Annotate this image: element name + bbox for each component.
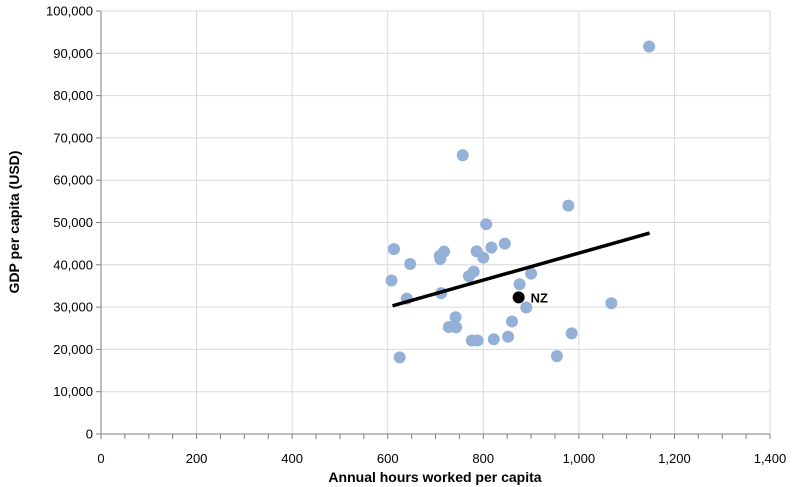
data-point — [502, 330, 515, 343]
data-point — [438, 245, 451, 258]
x-tick-label: 800 — [472, 451, 494, 466]
data-point — [520, 301, 533, 314]
y-tick-label: 100,000 — [46, 4, 93, 19]
data-point — [456, 149, 469, 162]
data-point — [449, 311, 462, 324]
axes — [96, 10, 771, 439]
y-tick-label: 30,000 — [53, 300, 93, 315]
y-tick-label: 40,000 — [53, 257, 93, 272]
data-point — [393, 351, 406, 364]
y-axis-title: GDP per capita (USD) — [6, 151, 22, 294]
data-point — [467, 265, 480, 278]
data-point — [487, 333, 500, 346]
y-tick-label: 20,000 — [53, 342, 93, 357]
x-tick-label: 600 — [377, 451, 399, 466]
y-tick-label: 60,000 — [53, 173, 93, 188]
highlight-group: NZ — [512, 290, 548, 305]
data-point — [480, 218, 493, 231]
y-tick-label: 10,000 — [53, 384, 93, 399]
highlight-label: NZ — [531, 290, 548, 305]
x-tick-label: 1,000 — [563, 451, 596, 466]
x-tick-label: 200 — [186, 451, 208, 466]
data-point — [385, 274, 398, 287]
data-point — [471, 334, 484, 347]
data-point — [513, 278, 526, 291]
x-tick-label: 0 — [97, 451, 104, 466]
y-tick-label: 0 — [86, 427, 93, 442]
x-tick-label: 1,400 — [754, 451, 787, 466]
data-point — [477, 251, 490, 264]
data-point — [505, 315, 518, 328]
data-point — [450, 321, 463, 334]
y-tick-label: 80,000 — [53, 88, 93, 103]
x-tick-label: 400 — [281, 451, 303, 466]
y-tick-label: 70,000 — [53, 130, 93, 145]
y-tick-label: 90,000 — [53, 46, 93, 61]
x-tick-label: 1,200 — [658, 451, 691, 466]
data-point — [485, 241, 498, 254]
data-point — [387, 243, 400, 256]
x-axis-title: Annual hours worked per capita — [328, 469, 541, 485]
data-point — [550, 350, 563, 363]
data-points — [385, 40, 656, 364]
data-point — [525, 267, 538, 280]
data-point — [565, 327, 578, 340]
data-point — [643, 40, 656, 53]
data-point — [404, 257, 417, 270]
trendline-group — [392, 231, 651, 308]
data-point — [605, 297, 618, 310]
highlight-point — [512, 291, 525, 304]
tick-labels: 0 10,000 20,000 30,000 40,000 50,000 60,000 70,… — [46, 4, 786, 467]
trendline — [392, 231, 651, 308]
data-point — [562, 199, 575, 212]
grid-lines — [101, 10, 771, 434]
data-point — [498, 237, 511, 250]
y-tick-label: 50,000 — [53, 215, 93, 230]
